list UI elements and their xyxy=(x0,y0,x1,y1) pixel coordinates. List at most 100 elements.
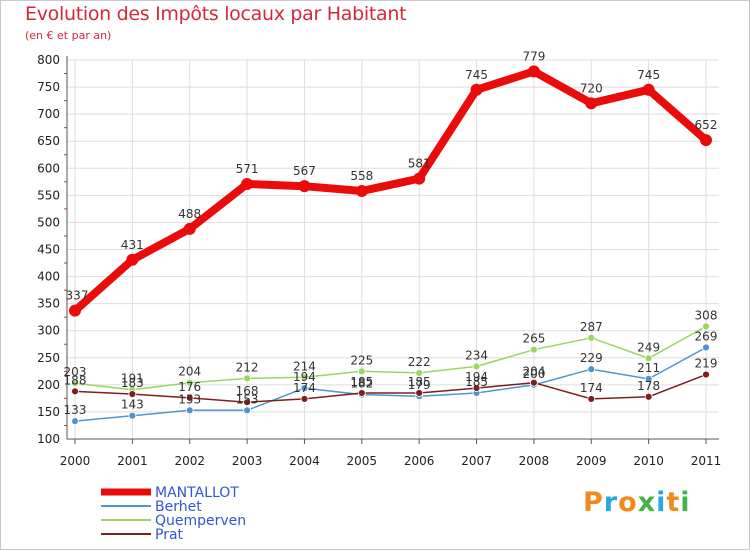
y-tick-label: 400 xyxy=(37,270,60,284)
x-tick-label: 2008 xyxy=(519,454,550,468)
data-label-prat: 185 xyxy=(350,375,373,389)
logo-letter: i xyxy=(680,487,691,518)
x-tick-label: 2004 xyxy=(289,454,320,468)
legend-label-quemperven: Quemperven xyxy=(155,513,246,529)
y-tick-label: 350 xyxy=(37,297,60,311)
grid-lines xyxy=(67,59,719,440)
data-label-prat: 194 xyxy=(465,370,488,384)
logo-letter: o xyxy=(618,487,638,518)
data-label-berhet: 194 xyxy=(293,370,316,384)
x-tick-label: 2011 xyxy=(691,454,722,468)
data-label-mantallot: 581 xyxy=(408,157,431,171)
data-label-berhet: 200 xyxy=(522,367,545,381)
y-tick-label: 100 xyxy=(37,432,60,446)
data-label-quemperven: 249 xyxy=(637,340,660,354)
series-layer xyxy=(69,65,712,426)
data-label-quemperven: 212 xyxy=(236,360,259,374)
y-tick-label: 600 xyxy=(37,161,60,175)
data-label-berhet: 211 xyxy=(637,361,660,375)
x-tick-label: 2000 xyxy=(60,454,91,468)
data-label-mantallot: 567 xyxy=(293,164,316,178)
data-point-mantallot xyxy=(527,65,540,78)
data-point-prat xyxy=(300,395,309,403)
data-point-prat xyxy=(243,398,251,407)
y-tick-label: 550 xyxy=(37,188,60,202)
logo-letter: i xyxy=(656,487,667,518)
series-line-quemperven xyxy=(74,325,707,391)
x-tick-label: 2007 xyxy=(461,454,492,468)
data-point-mantallot xyxy=(355,185,368,198)
data-label-berhet: 182 xyxy=(350,377,373,391)
data-point-prat xyxy=(71,387,79,396)
data-point-quemperven xyxy=(472,362,481,371)
logo-letter: x xyxy=(637,487,657,518)
data-label-berhet: 179 xyxy=(408,378,431,392)
data-label-quemperven: 214 xyxy=(293,359,316,373)
y-tick-label: 150 xyxy=(37,405,60,419)
data-label-quemperven: 225 xyxy=(350,353,373,367)
data-point-mantallot xyxy=(413,172,426,185)
legend-label-mantallot: MANTALLOT xyxy=(155,485,239,501)
data-label-quemperven: 234 xyxy=(465,348,488,362)
y-tick-label: 700 xyxy=(37,107,60,121)
data-point-mantallot xyxy=(700,134,712,147)
y-tick-label: 300 xyxy=(37,324,60,338)
data-label-mantallot: 745 xyxy=(637,68,660,82)
data-label-mantallot: 652 xyxy=(695,118,718,132)
data-point-quemperven xyxy=(644,354,653,363)
data-point-berhet xyxy=(702,343,710,352)
y-tick-label: 500 xyxy=(37,215,60,229)
data-point-mantallot xyxy=(642,83,655,96)
data-label-prat: 188 xyxy=(64,373,87,387)
data-point-berhet xyxy=(587,365,596,374)
data-label-berhet: 153 xyxy=(178,392,201,406)
data-label-quemperven: 287 xyxy=(580,320,603,334)
data-label-berhet: 143 xyxy=(121,398,144,412)
data-point-prat xyxy=(472,384,481,393)
x-tick-label: 2009 xyxy=(576,454,607,468)
data-label-quemperven: 203 xyxy=(64,365,87,379)
data-label-mantallot: 431 xyxy=(121,238,144,252)
data-label-mantallot: 745 xyxy=(465,68,488,82)
data-point-quemperven xyxy=(530,345,538,354)
x-tick-label: 2002 xyxy=(174,454,205,468)
data-point-berhet xyxy=(243,406,251,415)
logo-letter: P xyxy=(583,487,604,518)
data-point-mantallot xyxy=(585,97,598,110)
data-label-berhet: 269 xyxy=(695,329,718,343)
data-point-prat xyxy=(357,389,366,397)
data-point-berhet xyxy=(128,411,137,420)
data-label-mantallot: 571 xyxy=(236,162,259,176)
data-point-mantallot xyxy=(298,180,311,193)
logo-letter: r xyxy=(603,487,619,518)
data-point-berhet xyxy=(185,406,194,415)
data-point-mantallot xyxy=(470,83,483,96)
data-label-berhet: 153 xyxy=(236,392,259,406)
data-label-mantallot: 720 xyxy=(580,81,603,95)
chart-subtitle: (en € et par an) xyxy=(25,29,112,42)
legend-label-berhet: Berhet xyxy=(155,499,202,515)
data-point-quemperven xyxy=(587,333,596,342)
x-tick-label: 2006 xyxy=(404,454,435,468)
data-label-quemperven: 265 xyxy=(522,332,545,346)
data-point-quemperven xyxy=(415,369,424,377)
data-point-quemperven xyxy=(300,373,309,382)
x-tick-label: 2001 xyxy=(117,454,148,468)
data-label-quemperven: 191 xyxy=(121,372,144,386)
data-label-berhet: 185 xyxy=(465,375,488,389)
data-point-mantallot xyxy=(126,253,139,266)
data-point-mantallot xyxy=(183,222,196,235)
data-point-mantallot xyxy=(69,304,81,317)
data-point-quemperven xyxy=(185,378,194,387)
data-point-prat xyxy=(587,395,596,403)
x-tick-label: 2010 xyxy=(633,454,664,468)
y-tick-label: 200 xyxy=(37,378,60,392)
data-label-mantallot: 337 xyxy=(66,289,89,303)
data-label-prat: 176 xyxy=(178,380,201,394)
data-label-prat: 204 xyxy=(522,365,545,379)
axes: 100 150 200 250 300 350 400 450 500 550 600 650 700 7… xyxy=(37,53,721,468)
data-label-prat: 174 xyxy=(580,381,603,395)
data-label-prat: 178 xyxy=(637,379,660,393)
data-point-prat xyxy=(644,392,653,401)
data-label-prat: 185 xyxy=(408,375,431,389)
